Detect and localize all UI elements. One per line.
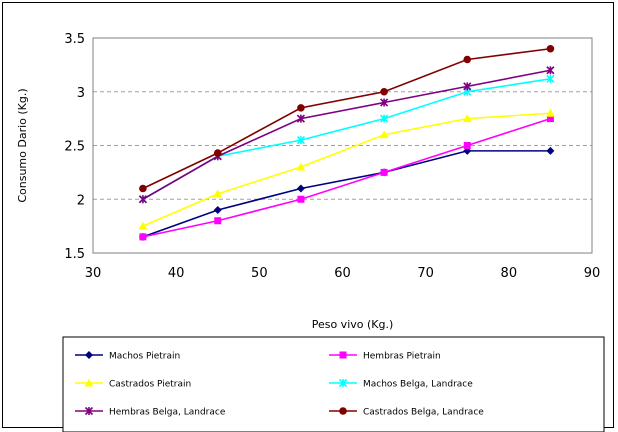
legend-item: Castrados Belga, Landrace (329, 407, 484, 418)
y-tick-label: 1.5 (64, 247, 85, 262)
x-tick-label: 60 (334, 266, 351, 281)
data-point (297, 195, 305, 203)
data-point (379, 130, 389, 139)
legend-marker (85, 351, 93, 359)
y-tick-label: 3 (77, 86, 85, 101)
x-tick-label: 90 (584, 266, 601, 281)
legend-box (62, 336, 605, 432)
y-tick-label: 2.5 (64, 140, 85, 155)
data-point (213, 206, 222, 214)
series-line (142, 117, 551, 238)
plot-area (92, 37, 593, 254)
x-tick-label: 30 (85, 266, 102, 281)
tick-labels: 1.5 2 2.5 3 3.5 30 40 50 60 70 80 90 (64, 32, 600, 281)
data-point (214, 217, 222, 225)
data-point (546, 146, 555, 155)
data-point (296, 114, 305, 123)
data-point (296, 162, 306, 171)
x-tick-label: 70 (417, 266, 434, 281)
series-2 (138, 108, 555, 230)
y-tick-label: 2 (77, 193, 85, 208)
data-point (297, 104, 305, 112)
data-point (546, 74, 555, 83)
series-5 (139, 44, 555, 193)
legend-marker (339, 407, 347, 415)
gridlines (93, 91, 592, 200)
data-point (139, 233, 147, 241)
legend-label: Castrados Pietrain (109, 380, 191, 390)
legend-label: Castrados Belga, Landrace (363, 408, 484, 418)
data-point (213, 149, 222, 157)
data-point (546, 44, 555, 53)
legend-item: Machos Belga, Landrace (329, 378, 473, 390)
series-1 (139, 115, 554, 241)
data-point (296, 136, 305, 145)
legend-label: Machos Belga, Landrace (363, 380, 473, 390)
series-line (142, 69, 551, 200)
legend-marker (339, 351, 347, 359)
x-axis-title: Peso vivo (Kg.) (312, 318, 394, 331)
legend: Machos Pietrain Hembras Pietrain Castrados… (62, 336, 605, 432)
y-axis-title: Consumo Dario (Kg.) (16, 88, 29, 202)
data-point (213, 189, 223, 198)
legend-marker (338, 378, 348, 388)
legend-marker (84, 406, 94, 416)
data-point (545, 108, 555, 117)
legend-item: Machos Pietrain (75, 351, 180, 362)
legend-marker (84, 378, 94, 387)
legend-label: Machos Pietrain (109, 352, 180, 362)
series-line (142, 47, 551, 190)
data-point (380, 114, 389, 123)
data-point (380, 87, 388, 96)
data-point (380, 98, 389, 107)
data-point (138, 221, 148, 230)
data-point (463, 82, 472, 91)
data-point (380, 168, 388, 176)
data-point (546, 115, 554, 123)
data-point (546, 66, 555, 75)
series-line (142, 112, 551, 227)
legend-item: Hembras Pietrain (329, 351, 441, 362)
data-point (296, 184, 305, 193)
legend-item: Hembras Belga, Landrace (75, 406, 226, 418)
legend-label: Hembras Pietrain (363, 352, 441, 362)
data-point (139, 184, 147, 193)
x-tick-label: 50 (251, 266, 268, 281)
data-point (462, 114, 472, 123)
data-point (138, 195, 147, 204)
series-line (142, 150, 551, 238)
legend-label: Hembras Belga, Landrace (109, 408, 226, 418)
y-tick-label: 3.5 (64, 32, 85, 47)
x-tick-label: 80 (501, 266, 518, 281)
data-point (463, 142, 471, 149)
x-tick-label: 40 (168, 266, 185, 281)
series-layer (138, 44, 555, 241)
legend-item: Castrados Pietrain (75, 378, 191, 390)
series-4 (138, 66, 555, 204)
data-point (463, 55, 472, 64)
